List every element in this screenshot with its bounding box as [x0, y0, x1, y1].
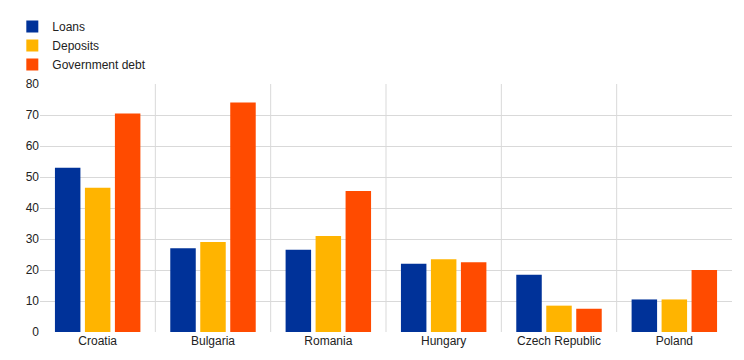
svg-text:Hungary: Hungary [421, 334, 466, 348]
svg-text:40: 40 [26, 201, 40, 215]
svg-text:70: 70 [26, 108, 40, 122]
svg-text:0: 0 [32, 325, 39, 339]
svg-text:Czech Republic: Czech Republic [517, 334, 601, 348]
svg-text:60: 60 [26, 139, 40, 153]
svg-text:Poland: Poland [656, 334, 693, 348]
svg-text:Deposits: Deposits [52, 39, 99, 53]
svg-text:50: 50 [26, 170, 40, 184]
svg-text:80: 80 [26, 77, 40, 91]
svg-text:Croatia: Croatia [78, 334, 117, 348]
svg-text:10: 10 [26, 294, 40, 308]
svg-text:Romania: Romania [304, 334, 352, 348]
svg-text:Loans: Loans [52, 20, 85, 34]
svg-text:Bulgaria: Bulgaria [191, 334, 235, 348]
svg-text:30: 30 [26, 232, 40, 246]
svg-text:20: 20 [26, 263, 40, 277]
svg-text:Government debt: Government debt [52, 58, 145, 72]
